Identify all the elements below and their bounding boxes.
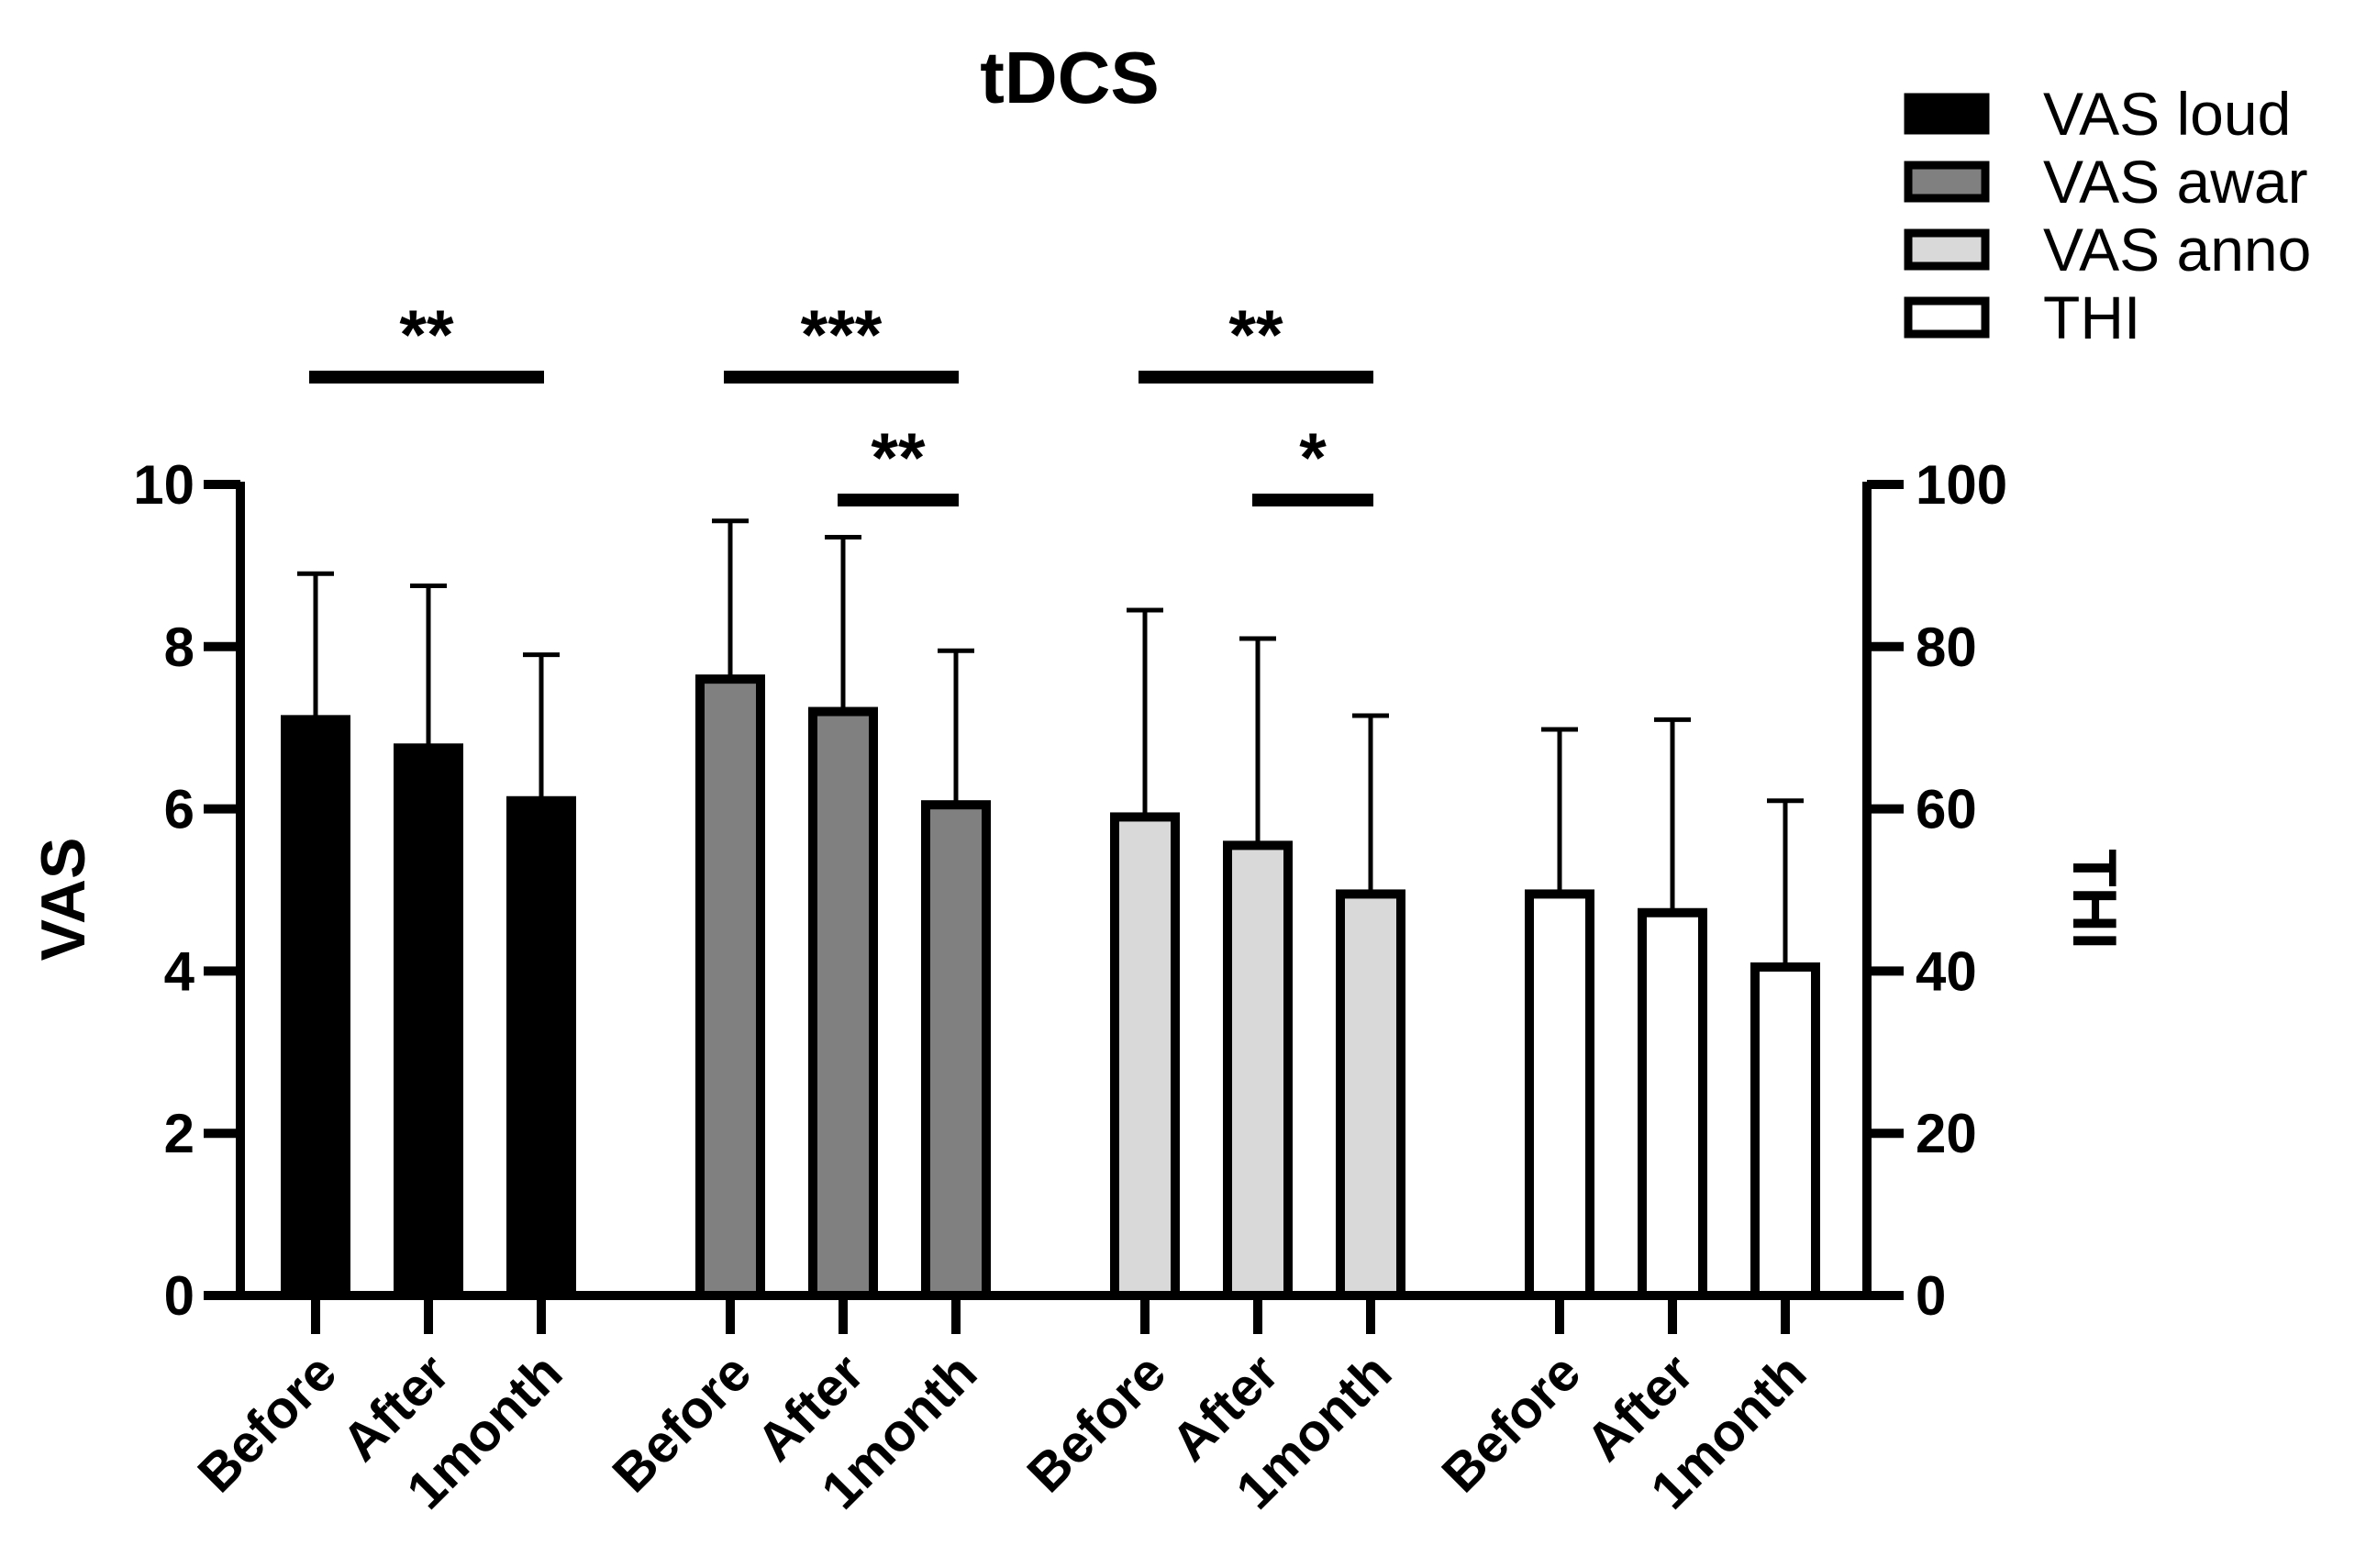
chart-title: tDCS — [980, 37, 1160, 118]
bars — [285, 521, 1816, 1296]
significance-markers: ** ******** — [309, 296, 1373, 500]
legend-label: VAS anno — [2043, 216, 2311, 284]
x-tick-label: Before — [1016, 1342, 1177, 1504]
legend-label: VAS awar — [2043, 148, 2308, 216]
bar — [813, 712, 873, 1296]
y-right-tick-label: 80 — [1916, 617, 1977, 678]
legend-label: VAS loud — [2043, 80, 2291, 148]
y-right-tick-label: 60 — [1916, 779, 1977, 840]
bar — [1529, 894, 1590, 1296]
bar — [1642, 913, 1703, 1296]
bar — [285, 719, 346, 1296]
y-left-tick-label: 0 — [164, 1265, 194, 1327]
bar — [926, 805, 986, 1296]
y-left-tick-label: 10 — [133, 454, 194, 516]
bar — [700, 679, 761, 1296]
bar — [398, 748, 459, 1296]
legend-swatch — [1908, 165, 1985, 198]
y-left-tick-label: 2 — [164, 1103, 194, 1164]
significance-label: ** — [1228, 296, 1283, 374]
chart: tDCS VAS THI 0246810020406080100 BeforeA… — [0, 0, 2355, 1568]
y-left-tick-label: 8 — [164, 617, 194, 678]
legend-swatch — [1908, 301, 1985, 334]
y-right-tick-label: 20 — [1916, 1103, 1977, 1164]
legend-swatch — [1908, 233, 1985, 266]
bar — [511, 801, 572, 1296]
x-tick-label: Before — [1430, 1342, 1592, 1504]
y-right-tick-label: 100 — [1916, 454, 2007, 516]
significance-label: * — [1299, 419, 1327, 497]
x-tick-label: Before — [601, 1342, 762, 1504]
y-right-tick-label: 40 — [1916, 940, 1977, 1002]
y-axis-left-label: VAS — [28, 838, 98, 962]
bar — [1340, 894, 1401, 1296]
y-left-tick-label: 4 — [164, 940, 195, 1002]
x-tick-label: Before — [186, 1342, 348, 1504]
legend-swatch — [1908, 97, 1985, 130]
y-left-tick-label: 6 — [164, 779, 194, 840]
y-axis-right-label: THI — [2060, 849, 2129, 950]
bar — [1227, 845, 1288, 1296]
y-right-tick-label: 0 — [1916, 1265, 1946, 1327]
significance-label: ** — [399, 296, 454, 374]
legend-label: THI — [2043, 284, 2140, 351]
bar — [1115, 817, 1175, 1296]
bar — [1755, 967, 1816, 1296]
significance-label: *** — [801, 296, 883, 374]
significance-label: ** — [871, 419, 926, 497]
